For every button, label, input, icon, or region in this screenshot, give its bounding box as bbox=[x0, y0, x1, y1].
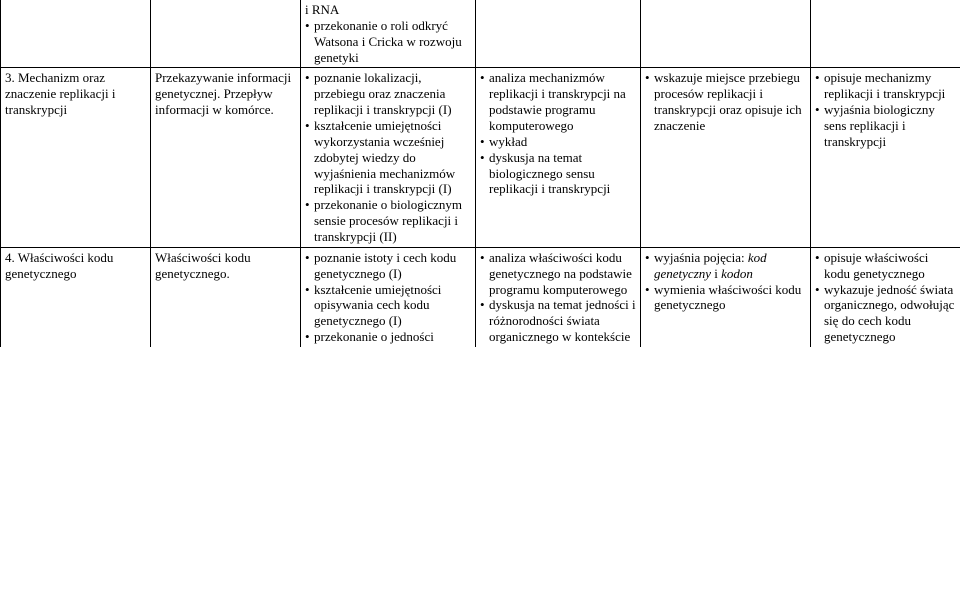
cell-methods: analiza właściwości kodu genetycznego na… bbox=[476, 247, 641, 347]
bullet: poznanie lokalizacji, przebiegu oraz zna… bbox=[305, 70, 471, 118]
cell-topic: 4. Właściwości kodu genetycznego bbox=[1, 247, 151, 347]
bullet: przekonanie o jedności bbox=[305, 329, 471, 345]
bullet-list: poznanie istoty i cech kodu genetycznego… bbox=[305, 250, 471, 345]
cell-basic: wyjaśnia pojęcia: kod genetyczny i kodon… bbox=[641, 247, 811, 347]
cell-text: Właściwości kodu genetycznego. bbox=[155, 250, 296, 282]
bullet-list: opisuje mechanizmy replikacji i transkry… bbox=[815, 70, 956, 149]
cell-topic: 3. Mechanizm oraz znaczenie replikacji i… bbox=[1, 68, 151, 247]
bullet: kształcenie umiejętności wykorzystania w… bbox=[305, 118, 471, 197]
bullet: wymienia właściwości kodu genetycznego bbox=[645, 282, 806, 314]
cell-text: 3. Mechanizm oraz znaczenie replikacji i… bbox=[5, 70, 146, 118]
bullet-list: wyjaśnia pojęcia: kod genetyczny i kodon… bbox=[645, 250, 806, 313]
cell-content: Przekazywanie informacji genetycznej. Pr… bbox=[151, 68, 301, 247]
bullet: dyskusja na temat biologicznego sensu re… bbox=[480, 150, 636, 198]
bullet: dyskusja na temat jedności i różnorodnoś… bbox=[480, 297, 636, 345]
bullet: przekonanie o biologicznym sensie proces… bbox=[305, 197, 471, 245]
cell-content: Właściwości kodu genetycznego. bbox=[151, 247, 301, 347]
bullet: poznanie istoty i cech kodu genetycznego… bbox=[305, 250, 471, 282]
cell-topic bbox=[1, 0, 151, 68]
bullet-list: wskazuje miejsce przebiegu procesów repl… bbox=[645, 70, 806, 133]
bullet-list: poznanie lokalizacji, przebiegu oraz zna… bbox=[305, 70, 471, 244]
cell-methods bbox=[476, 0, 641, 68]
bullet-list: analiza mechanizmów replikacji i transkr… bbox=[480, 70, 636, 197]
cell-extended: opisuje właściwości kodu genetycznego wy… bbox=[811, 247, 960, 347]
cell-text: i RNA bbox=[305, 2, 471, 18]
bullet: opisuje właściwości kodu genetycznego bbox=[815, 250, 956, 282]
cell-text: Przekazywanie informacji genetycznej. Pr… bbox=[155, 70, 296, 118]
table-row: 3. Mechanizm oraz znaczenie replikacji i… bbox=[1, 68, 960, 247]
bullet: analiza właściwości kodu genetycznego na… bbox=[480, 250, 636, 298]
cell-basic bbox=[641, 0, 811, 68]
bullet: wykazuje jedność świata organicznego, od… bbox=[815, 282, 956, 345]
bullet-list: przekonanie o roli odkryć Watsona i Cric… bbox=[305, 18, 471, 66]
bullet-list: analiza właściwości kodu genetycznego na… bbox=[480, 250, 636, 345]
curriculum-table: i RNA przekonanie o roli odkryć Watsona … bbox=[0, 0, 960, 347]
cell-goals: i RNA przekonanie o roli odkryć Watsona … bbox=[301, 0, 476, 68]
bullet: analiza mechanizmów replikacji i transkr… bbox=[480, 70, 636, 133]
bullet: opisuje mechanizmy replikacji i transkry… bbox=[815, 70, 956, 102]
cell-goals: poznanie istoty i cech kodu genetycznego… bbox=[301, 247, 476, 347]
table-row: i RNA przekonanie o roli odkryć Watsona … bbox=[1, 0, 960, 68]
cell-goals: poznanie lokalizacji, przebiegu oraz zna… bbox=[301, 68, 476, 247]
bullet: wyjaśnia pojęcia: kod genetyczny i kodon bbox=[645, 250, 806, 282]
bullet: wykład bbox=[480, 134, 636, 150]
cell-extended: opisuje mechanizmy replikacji i transkry… bbox=[811, 68, 960, 247]
bullet-list: opisuje właściwości kodu genetycznego wy… bbox=[815, 250, 956, 345]
bullet: przekonanie o roli odkryć Watsona i Cric… bbox=[305, 18, 471, 66]
cell-content bbox=[151, 0, 301, 68]
cell-basic: wskazuje miejsce przebiegu procesów repl… bbox=[641, 68, 811, 247]
table-row: 4. Właściwości kodu genetycznego Właściw… bbox=[1, 247, 960, 347]
cell-methods: analiza mechanizmów replikacji i transkr… bbox=[476, 68, 641, 247]
cell-extended bbox=[811, 0, 960, 68]
cell-text: 4. Właściwości kodu genetycznego bbox=[5, 250, 146, 282]
bullet: kształcenie umiejętności opisywania cech… bbox=[305, 282, 471, 330]
bullet: wskazuje miejsce przebiegu procesów repl… bbox=[645, 70, 806, 133]
bullet: wyjaśnia biologiczny sens replikacji i t… bbox=[815, 102, 956, 150]
